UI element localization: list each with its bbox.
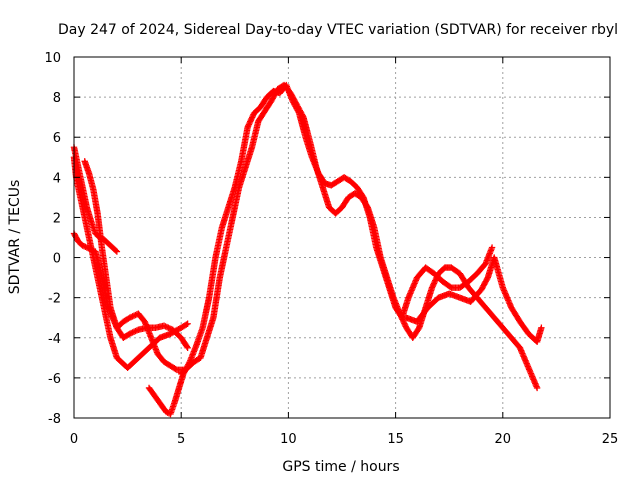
y-tick-label: 0 <box>53 252 61 267</box>
data-point <box>129 313 136 320</box>
x-tick-label: 25 <box>602 432 619 447</box>
y-tick-label: -2 <box>48 292 61 307</box>
x-tick-label: 15 <box>387 432 404 447</box>
data-point <box>127 313 135 321</box>
data-point <box>126 314 133 321</box>
data-point <box>82 243 89 251</box>
data-point <box>184 320 191 327</box>
y-tick-label: 6 <box>53 131 61 146</box>
data-point <box>79 242 86 249</box>
series-trace-6 <box>178 81 541 392</box>
x-tick-label: 10 <box>280 432 297 447</box>
data-point <box>129 329 136 336</box>
x-tick-label: 5 <box>177 432 185 447</box>
data-point <box>184 344 191 352</box>
data-point <box>130 312 138 319</box>
data-point <box>183 343 191 350</box>
data-point <box>127 329 135 337</box>
chart-title: Day 247 of 2024, Sidereal Day-to-day VTE… <box>58 22 618 38</box>
data-point <box>113 248 121 255</box>
series-trace-2 <box>70 154 191 372</box>
data-point <box>86 245 93 253</box>
data-point <box>166 325 173 332</box>
data-point <box>183 321 190 328</box>
series-trace-7 <box>403 254 545 345</box>
data-point <box>112 247 120 254</box>
data-point <box>89 247 96 254</box>
data-point <box>160 322 168 329</box>
series-trace-3 <box>70 230 191 352</box>
series-trace-5 <box>145 81 496 418</box>
data-point <box>488 244 496 251</box>
data-point <box>85 244 92 252</box>
data-point <box>80 242 88 250</box>
y-axis-label: SDTVAR / TECUs <box>7 180 23 295</box>
x-axis-label: GPS time / hours <box>282 459 399 475</box>
axis-ticks: 0 5 10 15 20 25 -8 -6 -4 -2 0 2 4 6 8 10 <box>44 51 618 447</box>
data-point <box>162 323 169 330</box>
data-point <box>163 323 171 331</box>
y-tick-label: 4 <box>53 171 61 186</box>
y-tick-label: 2 <box>53 211 61 226</box>
data-point <box>87 246 95 253</box>
y-tick-label: -6 <box>48 372 61 387</box>
x-tick-label: 0 <box>70 432 78 447</box>
data-point <box>126 330 133 337</box>
data-point <box>299 112 306 120</box>
y-tick-label: 8 <box>53 91 61 106</box>
data-point <box>165 324 172 331</box>
y-tick-label: -4 <box>48 332 61 347</box>
data-points <box>70 81 545 418</box>
gridlines <box>74 57 610 418</box>
data-point <box>133 327 141 334</box>
x-tick-label: 20 <box>495 432 512 447</box>
data-point <box>130 328 138 335</box>
y-tick-label: 10 <box>44 51 61 66</box>
series-trace-4 <box>81 158 189 374</box>
data-point <box>538 324 545 331</box>
data-point <box>132 327 139 335</box>
data-point <box>533 384 541 392</box>
data-point <box>83 244 91 251</box>
plot-frame <box>73 56 611 419</box>
y-tick-label: -8 <box>48 412 61 427</box>
